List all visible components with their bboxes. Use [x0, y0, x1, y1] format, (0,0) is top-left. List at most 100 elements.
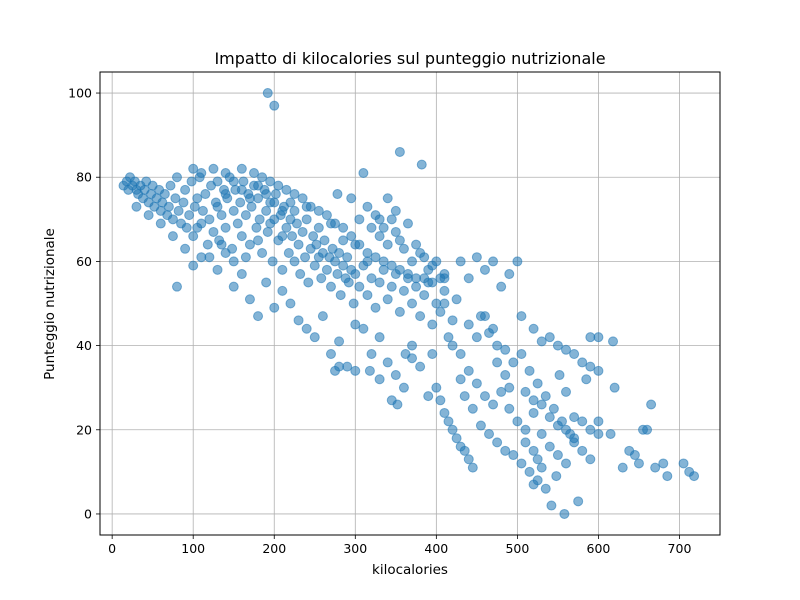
scatter-point — [362, 256, 373, 267]
scatter-point — [338, 222, 349, 233]
scatter-point — [394, 264, 405, 275]
scatter-point — [291, 218, 302, 229]
scatter-point — [544, 412, 555, 423]
scatter-point — [467, 403, 478, 414]
scatter-point — [236, 184, 247, 195]
scatter-point — [281, 222, 292, 233]
scatter-point — [244, 239, 255, 250]
scatter-point — [257, 247, 268, 258]
scatter-point — [309, 260, 320, 271]
scatter-point — [398, 243, 409, 254]
scatter-point — [419, 252, 430, 263]
scatter-point — [504, 382, 515, 393]
scatter-point — [374, 277, 385, 288]
scatter-point — [471, 378, 482, 389]
scatter-point — [390, 205, 401, 216]
scatter-point — [289, 256, 300, 267]
scatter-point — [316, 273, 327, 284]
scatter-point — [500, 344, 511, 355]
scatter-point — [581, 374, 592, 385]
scatter-point — [390, 226, 401, 237]
x-tick-label: 100 — [181, 541, 205, 556]
scatter-point — [504, 269, 515, 280]
scatter-point — [204, 214, 215, 225]
scatter-point — [419, 273, 430, 284]
scatter-point — [593, 416, 604, 427]
y-axis-label: Punteggio nutrizionale — [42, 228, 58, 380]
scatter-point — [585, 361, 596, 372]
scatter-point — [350, 319, 361, 330]
scatter-point — [569, 349, 580, 360]
scatter-point — [435, 395, 446, 406]
scatter-point — [236, 231, 247, 242]
x-tick-label: 0 — [108, 541, 116, 556]
scatter-point — [394, 235, 405, 246]
scatter-point — [435, 306, 446, 317]
scatter-point — [251, 222, 262, 233]
scatter-point — [439, 273, 450, 284]
scatter-point — [451, 433, 462, 444]
scatter-point — [508, 357, 519, 368]
scatter-point — [416, 159, 427, 170]
scatter-point — [277, 264, 288, 275]
y-tick-label: 0 — [84, 506, 92, 521]
scatter-point — [173, 205, 184, 216]
scatter-point — [269, 100, 280, 111]
scatter-point — [170, 193, 181, 204]
scatter-point — [390, 370, 401, 381]
y-axis-ticks: 0 20 40 60 80 100 — [68, 86, 100, 521]
scatter-point — [561, 458, 572, 469]
scatter-point — [253, 235, 264, 246]
scatter-point — [463, 454, 474, 465]
scatter-point — [171, 281, 182, 292]
scatter-point — [180, 243, 191, 254]
y-tick-label: 20 — [76, 422, 92, 437]
scatter-point — [332, 189, 343, 200]
scatter-point — [447, 340, 458, 351]
scatter-point — [240, 252, 251, 263]
scatter-point — [447, 424, 458, 435]
scatter-point — [261, 189, 272, 200]
scatter-point — [463, 365, 474, 376]
scatter-point — [427, 260, 438, 271]
scatter-point — [516, 458, 527, 469]
scatter-point — [559, 508, 570, 519]
scatter-point — [261, 277, 272, 288]
scatter-point — [273, 180, 284, 191]
scatter-point — [321, 210, 332, 221]
x-tick-label: 600 — [587, 541, 611, 556]
scatter-point — [216, 210, 227, 221]
scatter-point — [544, 332, 555, 343]
scatter-point — [642, 424, 653, 435]
scatter-point — [313, 252, 324, 263]
scatter-point — [439, 298, 450, 309]
scatter-point — [496, 281, 507, 292]
scatter-point — [289, 205, 300, 216]
scatter-point — [311, 239, 322, 250]
scatter-point — [593, 332, 604, 343]
x-tick-label: 700 — [668, 541, 692, 556]
data-points — [118, 88, 700, 519]
scatter-point — [309, 332, 320, 343]
scatter-point — [516, 349, 527, 360]
scatter-point — [467, 462, 478, 473]
scatter-point — [167, 231, 178, 242]
scatter-point — [334, 336, 345, 347]
scatter-point — [463, 319, 474, 330]
scatter-point — [459, 391, 470, 402]
scatter-point — [528, 407, 539, 418]
scatter-point — [293, 239, 304, 250]
scatter-point — [235, 197, 246, 208]
scatter-point — [546, 500, 557, 511]
scatter-point — [608, 336, 619, 347]
scatter-point — [261, 205, 272, 216]
scatter-point — [633, 458, 644, 469]
scatter-point — [516, 311, 527, 322]
scatter-point — [228, 281, 239, 292]
scatter-point — [374, 231, 385, 242]
scatter-point — [265, 218, 276, 229]
scatter-point — [180, 184, 191, 195]
scatter-point — [238, 176, 249, 187]
